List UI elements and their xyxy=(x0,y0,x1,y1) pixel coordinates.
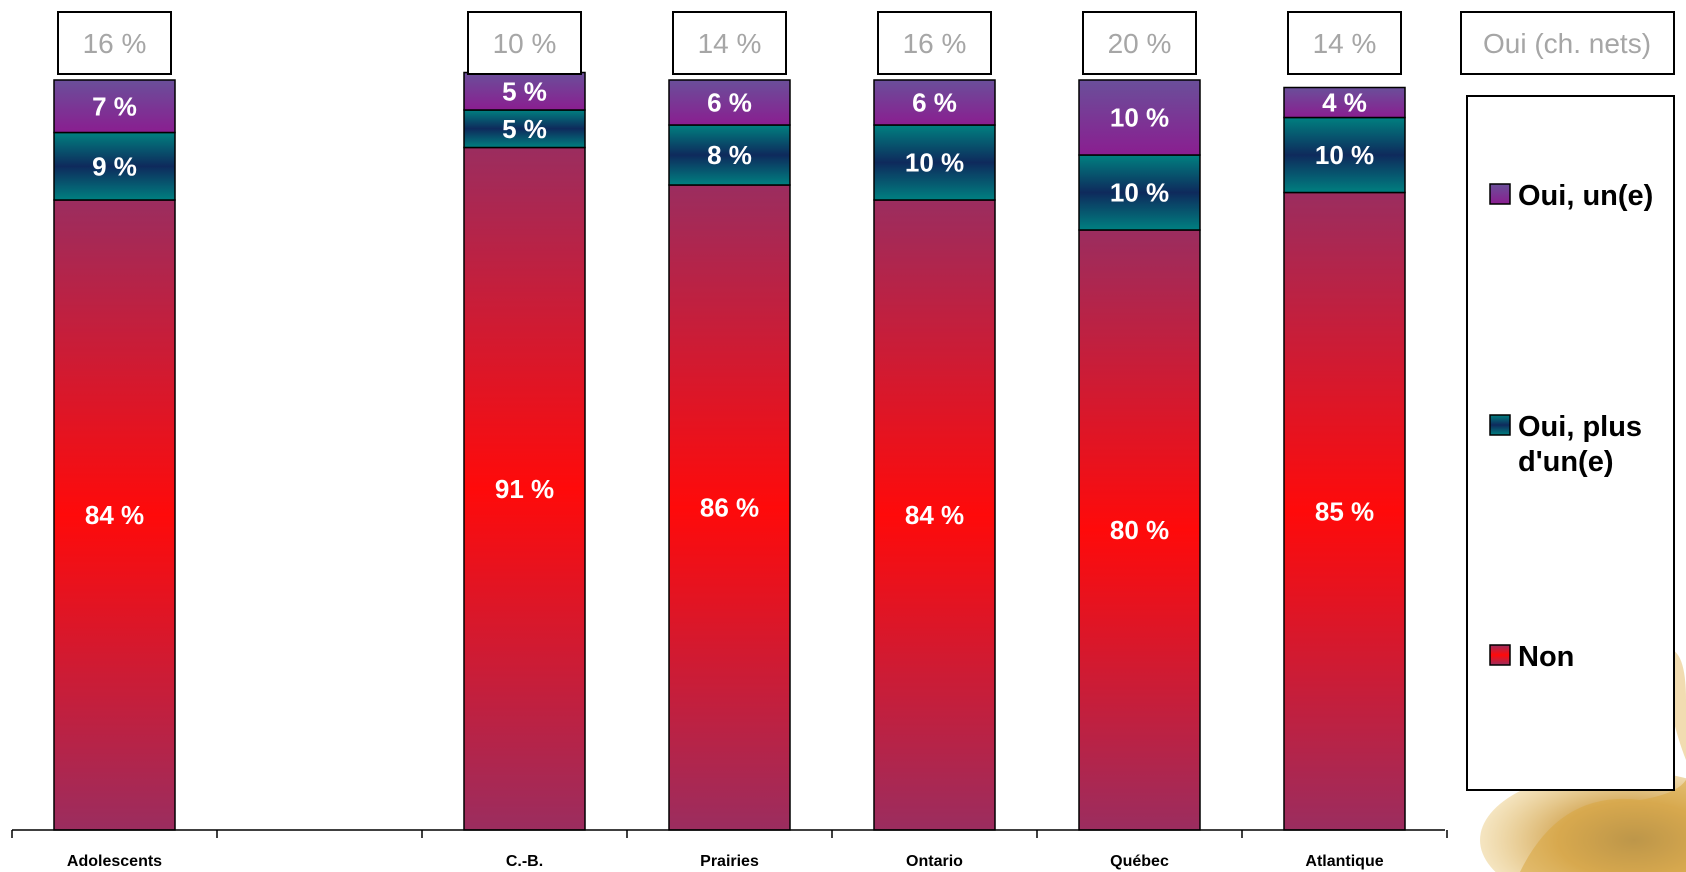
legend-swatch-oui-un xyxy=(1489,183,1511,205)
data-label: 10 % xyxy=(1315,140,1374,170)
category-label: Ontario xyxy=(906,853,963,870)
net-value-box xyxy=(672,11,787,75)
bar-segment xyxy=(1078,154,1201,231)
net-value: 16 % xyxy=(83,28,147,59)
net-value-box xyxy=(1082,11,1197,75)
data-label: 10 % xyxy=(1110,103,1169,133)
bar-segment xyxy=(1078,79,1201,156)
category-label: Québec xyxy=(1110,853,1169,870)
net-value-box xyxy=(877,11,992,75)
net-value: 14 % xyxy=(1313,28,1377,59)
data-label: 85 % xyxy=(1315,496,1374,526)
legend-label-oui-un: Oui, un(e) xyxy=(1518,180,1653,212)
category-label: Prairies xyxy=(700,853,759,870)
data-label: 9 % xyxy=(92,151,137,181)
bar-segment xyxy=(1078,229,1201,831)
data-label: 86 % xyxy=(700,493,759,523)
bar-segment xyxy=(668,124,791,186)
bars-layer: 84 % 9 % 7 % 16 % 91 % 5 % 5 % 10 % 86 % 8 % 6 % 14… xyxy=(53,11,1406,831)
data-label: 6 % xyxy=(912,88,957,118)
bar-segment xyxy=(463,146,586,831)
data-label: 10 % xyxy=(905,148,964,178)
data-label: 10 % xyxy=(1110,178,1169,208)
legend-label-oui-plus-line1: Oui, plus xyxy=(1518,411,1642,443)
legend-label-non: Non xyxy=(1518,641,1574,673)
data-label: 91 % xyxy=(495,474,554,504)
bar-segment xyxy=(668,79,791,126)
bar-segment xyxy=(463,109,586,149)
legend-swatch-oui-plus xyxy=(1489,414,1511,436)
net-value: 10 % xyxy=(493,28,557,59)
data-label: 80 % xyxy=(1110,515,1169,545)
net-value-box xyxy=(467,11,582,75)
data-label: 6 % xyxy=(707,88,752,118)
bar-segment xyxy=(53,79,176,134)
data-label: 5 % xyxy=(502,114,547,144)
category-label: C.-B. xyxy=(506,853,543,870)
net-value: 16 % xyxy=(903,28,967,59)
data-label: 4 % xyxy=(1322,88,1367,118)
x-axis-ticks: Adolescents C.-B. Prairies Ontario Québec Atl… xyxy=(11,830,1448,870)
data-label: 5 % xyxy=(502,76,547,106)
data-label: 7 % xyxy=(92,91,137,121)
legend-frame xyxy=(1466,95,1675,791)
bar-segment xyxy=(53,131,176,201)
legend-label-oui-plus-line2: d'un(e) xyxy=(1518,446,1613,478)
net-header-text: Oui (ch. nets) xyxy=(1483,28,1651,59)
bar-segment xyxy=(463,71,586,111)
sunflower-decoration xyxy=(1480,648,1686,872)
net-value: 14 % xyxy=(698,28,762,59)
net-value-box xyxy=(57,11,172,75)
net-value: 20 % xyxy=(1108,28,1172,59)
legend: Oui, un(e) Oui, plus d'un(e) Non xyxy=(1466,95,1675,791)
data-label: 84 % xyxy=(905,500,964,530)
data-label: 8 % xyxy=(707,140,752,170)
net-header-box: Oui (ch. nets) xyxy=(1460,11,1675,75)
bar-segment xyxy=(873,79,996,126)
category-label: Adolescents xyxy=(67,853,162,870)
category-label: Atlantique xyxy=(1305,853,1383,870)
bar-segment xyxy=(1283,191,1406,831)
net-value-box xyxy=(1287,11,1402,75)
bar-segment xyxy=(1283,86,1406,119)
data-label: 84 % xyxy=(85,500,144,530)
bar-segment xyxy=(53,199,176,831)
bar-segment xyxy=(873,199,996,831)
legend-swatch-non xyxy=(1489,644,1511,666)
